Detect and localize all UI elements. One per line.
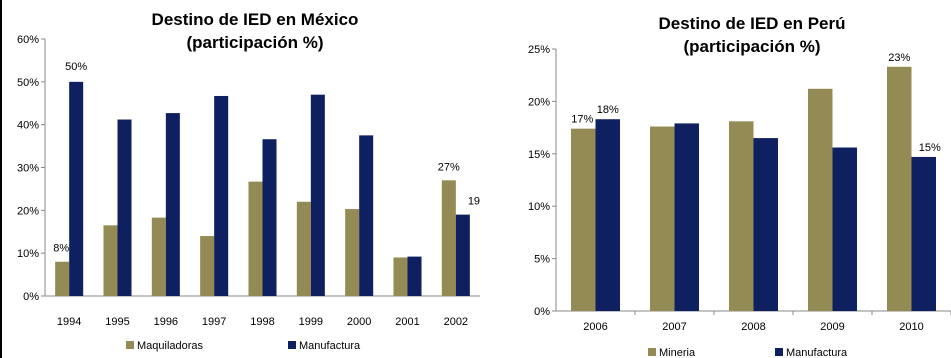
bar-manufactura-2009 <box>832 147 857 311</box>
x-tick-label: 2002 <box>444 316 468 328</box>
y-tick-label: 0% <box>23 291 39 303</box>
y-tick-label: 20% <box>528 96 550 108</box>
legend-label: Manufactura <box>299 340 361 352</box>
x-tick-label: 2007 <box>662 321 686 333</box>
x-tick-label: 1994 <box>57 316 81 328</box>
bar-manufactura-2010 <box>911 156 936 311</box>
x-tick-label: 2006 <box>583 321 607 333</box>
bar-manufactura-2006 <box>595 119 620 311</box>
data-label: 23% <box>888 52 910 64</box>
bar-manufactura-1998 <box>262 139 277 296</box>
chart-title-line2: (participación %) <box>187 33 324 52</box>
bar-manufactura-1999 <box>310 94 325 296</box>
bar-maquiladoras-1996 <box>151 217 166 296</box>
bar-maquiladoras-2002 <box>441 180 456 296</box>
plot-area: 0% 5% 10% 15% 20% 25% 2006 2007 2008 2009 2010 17% 1… <box>528 44 951 358</box>
bar-mineria-2006 <box>571 128 596 311</box>
y-tick-label: 50% <box>17 77 39 89</box>
bar-maquiladoras-1999 <box>296 201 311 296</box>
y-tick-label: 40% <box>17 120 39 132</box>
x-tick-label: 2009 <box>820 321 844 333</box>
legend-swatch <box>288 341 296 349</box>
x-tick-label: 1995 <box>105 316 129 328</box>
data-label: 27% <box>438 161 460 173</box>
legend-label: Manufactura <box>786 347 848 358</box>
data-label: 50% <box>65 61 87 73</box>
x-tick-label: 1997 <box>202 316 226 328</box>
data-label: 17% <box>571 114 593 126</box>
bar-maquiladoras-2000 <box>345 209 360 296</box>
data-label: 8% <box>53 243 69 255</box>
x-tick-label: 1998 <box>250 316 274 328</box>
x-tick-label: 2000 <box>347 316 371 328</box>
plot-area: 0% 10% 20% 30% 40% 50% 60% 1994 1995 1996 1997 1998… <box>17 34 480 352</box>
y-tick-label: 20% <box>17 205 39 217</box>
bar-manufactura-1997 <box>214 95 229 297</box>
x-tick-label: 2010 <box>899 321 923 333</box>
chart-mexico: Destino de IED en México (participación … <box>17 10 480 352</box>
bar-mineria-2007 <box>650 126 675 311</box>
y-tick-label: 10% <box>528 201 550 213</box>
bar-manufactura-2008 <box>753 138 778 311</box>
y-tick-label: 0% <box>534 306 550 318</box>
y-tick-label: 30% <box>17 163 39 175</box>
legend-swatch <box>126 341 134 349</box>
y-tick-label: 25% <box>528 44 550 56</box>
bar-manufactura-2007 <box>674 123 699 312</box>
bar-mineria-2010 <box>887 66 912 311</box>
data-label: 18% <box>597 104 619 116</box>
bar-manufactura-2000 <box>359 135 374 296</box>
chart-title-line1: Destino de IED en Perú <box>658 14 845 33</box>
bar-maquiladoras-1995 <box>103 225 118 296</box>
bar-maquiladoras-1998 <box>248 181 263 296</box>
page-left-border <box>0 0 2 358</box>
legend-label: Maquiladoras <box>137 340 204 352</box>
bar-maquiladoras-1994 <box>55 261 70 296</box>
bar-maquiladoras-2001 <box>393 257 408 296</box>
legend-label: Mineria <box>659 347 696 358</box>
chart-title-line2: (participación %) <box>684 37 821 56</box>
bar-manufactura-1995 <box>117 119 132 296</box>
legend: Maquiladoras Manufactura <box>126 340 361 352</box>
bar-mineria-2008 <box>729 121 754 311</box>
y-tick-label: 5% <box>534 254 550 266</box>
x-tick-label: 1996 <box>154 316 178 328</box>
bar-maquiladoras-1997 <box>200 236 215 296</box>
data-label: 19% <box>468 196 480 208</box>
data-label: 15% <box>919 142 941 154</box>
bar-manufactura-2001 <box>407 256 422 296</box>
bar-mineria-2009 <box>808 88 833 311</box>
x-tick-label: 1999 <box>299 316 323 328</box>
chart-title-line1: Destino de IED en México <box>152 10 359 29</box>
x-tick-label: 2001 <box>395 316 419 328</box>
x-tick-label: 2008 <box>741 321 765 333</box>
legend-swatch <box>648 348 656 356</box>
bar-manufactura-1996 <box>165 113 180 296</box>
bar-manufactura-1994 <box>69 81 84 296</box>
y-tick-label: 10% <box>17 248 39 260</box>
y-tick-label: 60% <box>17 34 39 46</box>
legend: Mineria Manufactura <box>648 347 848 358</box>
y-tick-label: 15% <box>528 149 550 161</box>
legend-swatch <box>775 348 783 356</box>
bar-manufactura-2002 <box>455 214 470 296</box>
